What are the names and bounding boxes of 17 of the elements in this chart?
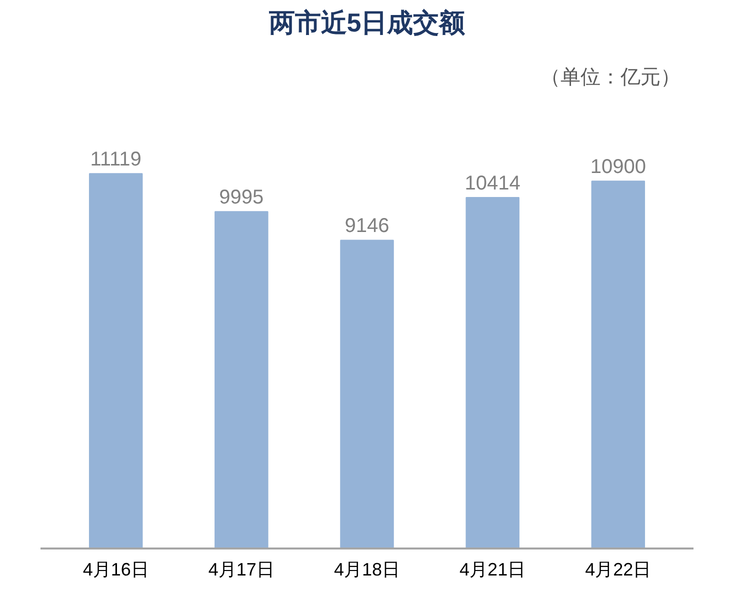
chart-title: 两市近5日成交额 [268,8,466,38]
x-tick-label: 4月22日 [585,560,652,580]
bar [214,211,268,548]
bar [88,173,143,548]
data-label: 9995 [219,186,264,209]
x-tick-label: 4月17日 [208,560,274,580]
data-label: 10414 [464,172,520,194]
bar [340,240,394,548]
bar [591,180,646,548]
data-label: 11119 [90,148,142,171]
bar [466,196,520,548]
data-label: 9146 [344,215,390,238]
x-tick-label: 4月18日 [334,560,400,580]
x-tick-label: 4月16日 [82,560,149,580]
text: （单位：亿元） [540,66,680,88]
x-tick-label: 4月21日 [460,560,526,580]
data-label: 10900 [590,156,646,178]
